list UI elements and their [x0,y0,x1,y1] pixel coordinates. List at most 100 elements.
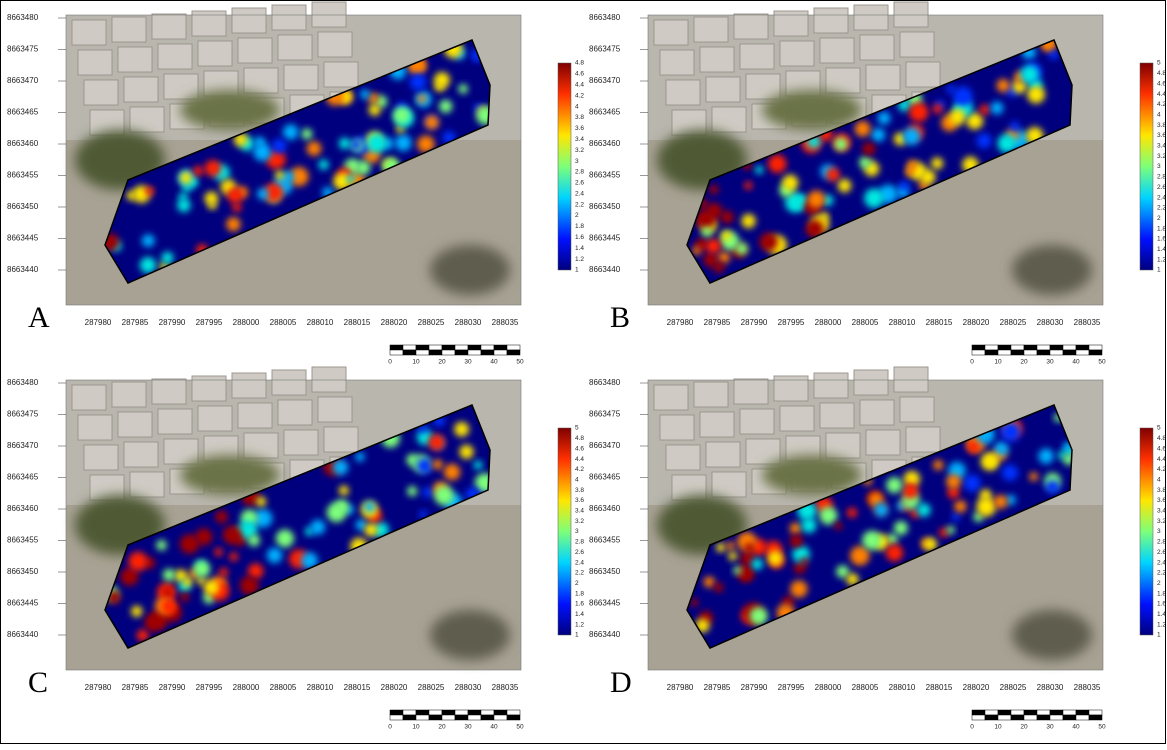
colorbar-label: 3 [575,158,579,165]
heat-blob [952,513,960,521]
heat-blob [751,558,762,569]
scale-segment [416,715,429,720]
colorbar-label: 4.6 [1157,80,1166,87]
scale-label: 10 [412,359,420,366]
map-panel: 8663480866347586634708663465866346086634… [589,367,1166,731]
scale-segment [429,345,442,350]
heat-blob [301,129,312,140]
roof-tile [130,107,164,132]
scale-segment [507,350,520,355]
y-tick-label: 8663465 [589,473,621,482]
scale-label: 30 [464,724,472,731]
heat-blob [964,475,981,492]
scale-segment [985,715,998,720]
scale-segment [403,345,416,350]
heat-blob [458,84,468,94]
colorbar-label: 1.6 [575,601,584,608]
roof-tile [152,379,186,404]
scale-segment [998,350,1011,355]
scale-label: 10 [412,724,420,731]
heat-blob [422,487,433,498]
x-tick-label: 288030 [455,318,482,327]
roof-tile [324,427,358,452]
heat-blob [219,568,228,577]
y-tick-label: 8663455 [589,536,621,545]
heat-blob [229,552,238,561]
colorbar-label: 2.2 [575,570,584,577]
scale-label: 0 [970,359,974,366]
scale-segment [1063,345,1076,350]
roof-tile [244,68,278,93]
heat-blob [256,497,266,507]
x-tick-label: 288005 [852,318,879,327]
roof-tile [654,385,688,410]
roof-tile [666,445,700,470]
x-tick-label: 288010 [307,318,334,327]
colorbar-label: 1.6 [575,234,584,241]
roof-tile [712,107,746,132]
colorbar-label: 1.4 [575,245,584,252]
colorbar-label: 3.4 [575,136,584,143]
roof-tile [666,80,700,105]
heat-blob [902,483,918,499]
roof-tile [272,5,306,30]
heat-blob [434,486,454,506]
heat-blob [871,128,885,142]
roof-tile [312,367,346,392]
vegetation [430,610,510,660]
roof-tile [232,373,266,398]
heat-blob [716,543,725,552]
x-tick-label: 288000 [815,318,842,327]
heat-blob [713,261,724,272]
scale-label: 40 [490,359,498,366]
heat-blob [474,461,483,470]
heat-blob [991,102,1004,115]
y-tick-label: 8663470 [589,441,621,450]
heat-blob [351,140,361,150]
roof-tile [198,41,232,66]
scale-segment [494,345,507,350]
scale-label: 0 [388,724,392,731]
panel-label: B [610,301,630,334]
scale-segment [1024,715,1037,720]
heat-blob [903,127,921,145]
scale-segment [481,710,494,715]
heat-blob [335,500,349,514]
colorbar-label: 4.4 [575,82,584,89]
scale-segment [1050,350,1063,355]
roof-tile [198,406,232,431]
roof-tile [826,68,860,93]
scale-segment [1089,715,1102,720]
x-tick-label: 288035 [1074,683,1101,692]
colorbar-label: 2 [1157,580,1161,587]
scale-segment [455,715,468,720]
scale-label: 40 [1072,359,1080,366]
heat-blob [318,159,328,169]
x-tick-label: 287985 [704,318,731,327]
heat-blob [179,192,188,201]
heat-blob [180,171,193,184]
roof-tile [84,445,118,470]
scale-segment [390,715,403,720]
roof-tile [780,406,814,431]
y-tick-label: 8663450 [589,202,621,211]
heat-blob [425,115,439,129]
heat-blob [800,557,808,565]
roof-tile [124,442,158,467]
heat-blob [790,535,803,548]
x-tick-label: 288010 [889,318,916,327]
colorbar-label: 4 [575,103,579,110]
heat-blob [755,166,763,174]
heat-blob [339,138,350,149]
heat-blob [203,580,219,596]
scale-segment [416,350,429,355]
colorbar-label: 1.2 [1157,256,1166,263]
heat-blob [156,540,167,551]
roof-tile [130,472,164,497]
y-tick-label: 8663465 [7,108,39,117]
roof-tile [318,397,352,422]
roof-tile [866,65,900,90]
scale-segment [403,715,416,720]
heat-blob [393,107,410,124]
roof-tile [312,2,346,27]
